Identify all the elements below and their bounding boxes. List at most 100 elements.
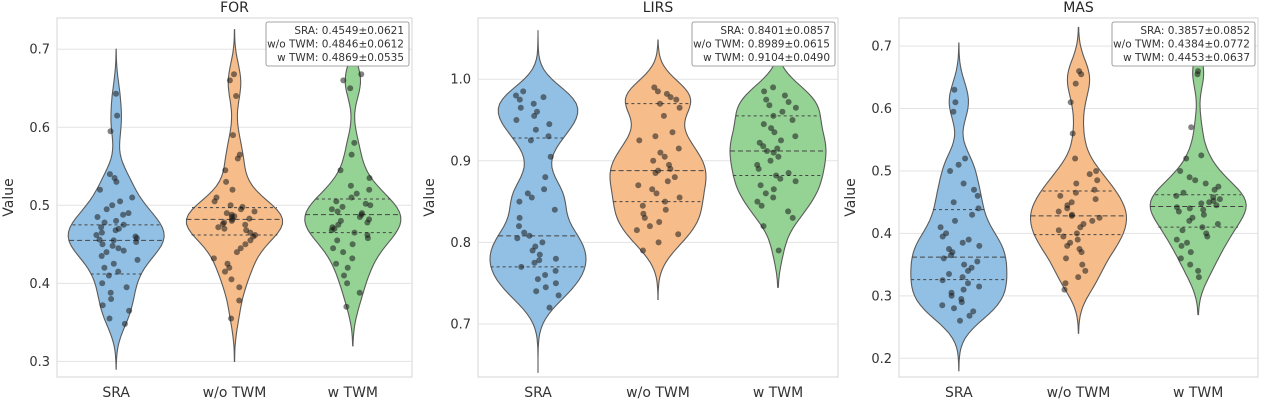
data-point xyxy=(110,260,117,267)
data-point xyxy=(758,202,765,209)
data-point xyxy=(226,264,233,271)
data-point xyxy=(792,133,799,140)
data-point xyxy=(970,308,977,315)
y-tick-label: 0.4 xyxy=(871,227,892,242)
data-point xyxy=(348,151,355,158)
data-point xyxy=(513,92,519,99)
data-point xyxy=(773,172,780,179)
data-point xyxy=(1173,236,1180,243)
data-point xyxy=(962,155,969,162)
data-point xyxy=(98,229,105,236)
stats-box xyxy=(691,21,836,67)
data-point xyxy=(955,161,962,168)
data-point xyxy=(1072,155,1079,162)
data-point xyxy=(98,253,105,259)
data-point xyxy=(662,206,669,213)
data-point xyxy=(514,235,521,242)
data-point xyxy=(1183,155,1190,162)
data-point xyxy=(236,297,243,304)
data-point xyxy=(231,71,237,78)
data-point xyxy=(763,96,770,103)
data-point xyxy=(653,190,660,197)
data-point xyxy=(247,237,254,244)
data-point xyxy=(534,276,541,283)
y-axis-label: Value xyxy=(1,178,17,216)
data-point xyxy=(976,242,983,249)
data-point xyxy=(121,320,128,327)
data-point xyxy=(126,307,133,314)
data-point xyxy=(552,255,559,262)
data-point xyxy=(633,227,640,234)
violin-sra xyxy=(489,30,587,373)
data-point xyxy=(960,180,967,187)
data-point xyxy=(1064,205,1071,212)
data-point xyxy=(1078,71,1085,78)
data-point xyxy=(356,289,363,296)
data-point xyxy=(545,133,552,140)
data-point xyxy=(1055,227,1062,234)
data-point xyxy=(649,186,656,193)
data-point xyxy=(521,229,528,236)
data-point xyxy=(951,86,958,93)
y-axis-label: Value xyxy=(843,178,859,216)
data-point xyxy=(662,198,668,205)
data-point xyxy=(234,155,241,162)
data-point xyxy=(775,153,782,160)
data-point xyxy=(96,236,103,243)
y-tick-label: 0.8 xyxy=(450,236,471,251)
data-point xyxy=(98,224,105,231)
data-point xyxy=(1091,186,1098,193)
x-tick-label: w/o TWM xyxy=(626,385,690,400)
data-point xyxy=(792,178,799,185)
stats-line: w TWM: 0.4453±0.0637 xyxy=(1123,52,1250,64)
data-point xyxy=(251,208,258,215)
data-point xyxy=(652,170,659,176)
data-point xyxy=(356,214,363,220)
data-point xyxy=(1175,208,1182,215)
data-point xyxy=(552,267,559,274)
data-point xyxy=(517,104,524,111)
y-tick-label: 0.3 xyxy=(871,289,892,304)
y-tick-label: 0.2 xyxy=(871,352,892,367)
data-point xyxy=(641,214,648,221)
data-point xyxy=(1177,168,1184,174)
data-point xyxy=(951,305,957,312)
data-point xyxy=(671,174,678,181)
data-point xyxy=(1200,211,1207,218)
x-tick-label: SRA xyxy=(945,385,973,400)
data-point xyxy=(652,133,659,140)
data-point xyxy=(1067,99,1074,106)
x-tick-label: w TWM xyxy=(753,385,803,400)
data-point xyxy=(333,198,340,205)
data-point xyxy=(222,268,228,275)
x-tick-label: w/o TWM xyxy=(203,385,267,400)
data-point xyxy=(1178,242,1185,249)
data-point xyxy=(965,267,971,274)
y-tick-label: 0.7 xyxy=(29,43,50,58)
data-point xyxy=(367,202,374,209)
data-point xyxy=(1082,267,1089,274)
data-point xyxy=(242,221,249,228)
data-point xyxy=(757,182,764,189)
data-point xyxy=(1194,71,1201,78)
data-point xyxy=(335,221,342,228)
data-point xyxy=(669,129,676,136)
stats-line: w/o TWM: 0.8989±0.0615 xyxy=(693,39,830,51)
data-point xyxy=(101,219,108,226)
data-point xyxy=(364,219,371,226)
data-point xyxy=(117,198,124,205)
data-point xyxy=(531,259,538,266)
data-point xyxy=(667,165,674,172)
data-point xyxy=(228,276,235,283)
data-point xyxy=(939,233,946,240)
data-point xyxy=(770,149,777,156)
data-point xyxy=(655,239,662,246)
data-point xyxy=(1094,177,1101,184)
data-point xyxy=(657,100,663,107)
data-point xyxy=(657,149,664,156)
data-point xyxy=(1186,174,1193,181)
data-point xyxy=(103,206,110,213)
data-point xyxy=(761,88,768,95)
data-point xyxy=(1177,255,1184,262)
data-point xyxy=(939,277,946,284)
